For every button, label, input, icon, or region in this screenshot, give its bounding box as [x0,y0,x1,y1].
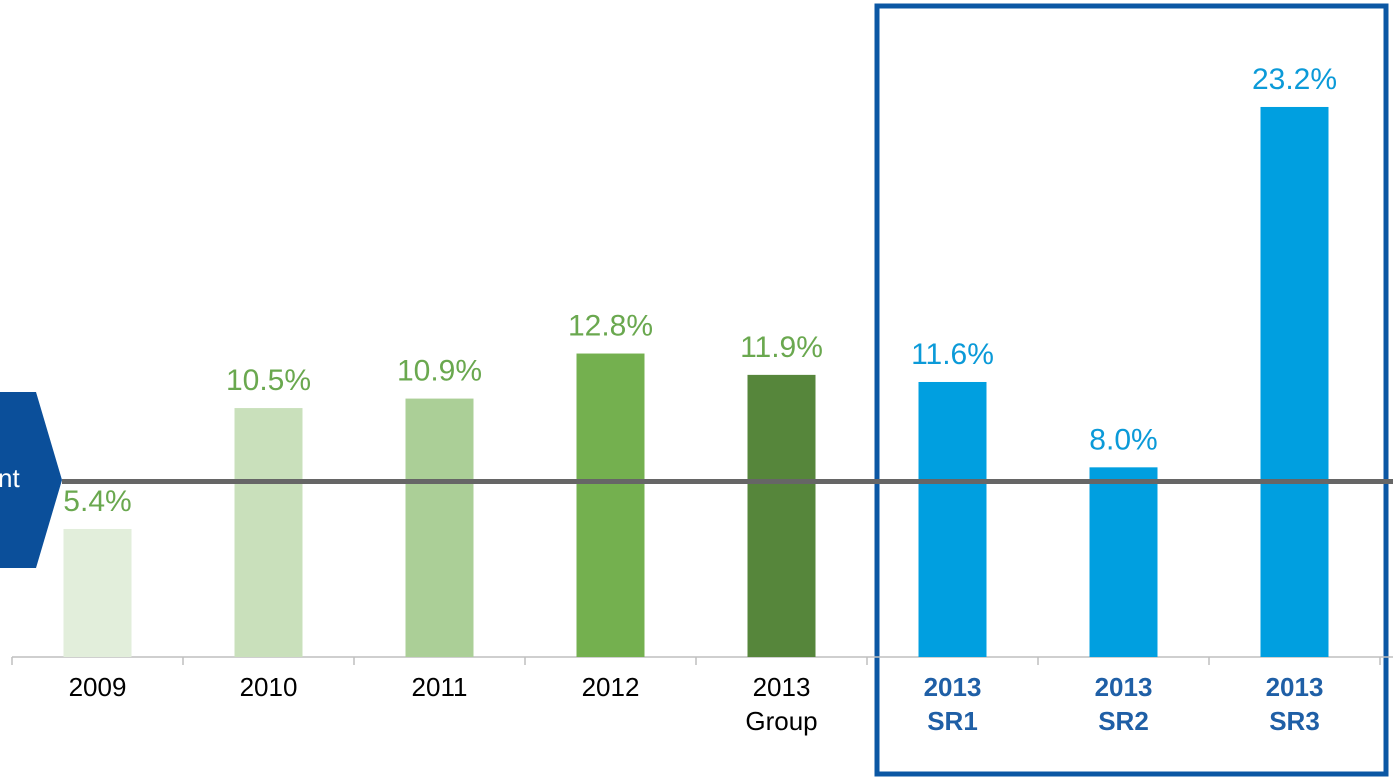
value-label: 5.4% [63,485,131,518]
bar [1089,467,1158,657]
value-label: 10.5% [226,364,311,397]
x-tick-label: 2013 SR2 [1094,672,1153,736]
value-label: 12.8% [568,309,653,342]
bar [918,381,987,657]
value-label: 11.9% [740,331,823,364]
x-tick-label: 2013 SR1 [923,672,982,736]
value-label: 8.0% [1089,423,1157,456]
value-label: 10.9% [397,355,482,388]
bar [405,398,474,657]
value-label: 11.6% [911,338,994,371]
bar [576,353,645,657]
bar [234,408,303,657]
reference-label: nt [0,463,20,493]
highlight-box [874,3,1389,777]
bar [63,528,132,657]
bar [1260,106,1329,657]
value-label: 23.2% [1252,63,1337,96]
x-tick-label: 2013 SR3 [1265,672,1324,736]
x-tick-label: 2013 Group [745,672,818,736]
reference-arrow [0,392,62,568]
bar [747,374,816,657]
x-tick-label: 2012 [581,672,640,702]
x-tick-label: 2009 [68,672,127,702]
x-tick-label: 2010 [239,672,298,702]
x-tick-label: 2011 [411,672,468,702]
